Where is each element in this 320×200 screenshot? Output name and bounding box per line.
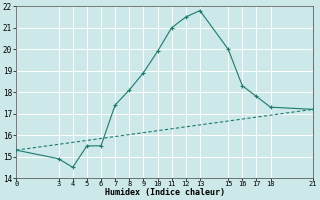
X-axis label: Humidex (Indice chaleur): Humidex (Indice chaleur): [105, 188, 225, 197]
